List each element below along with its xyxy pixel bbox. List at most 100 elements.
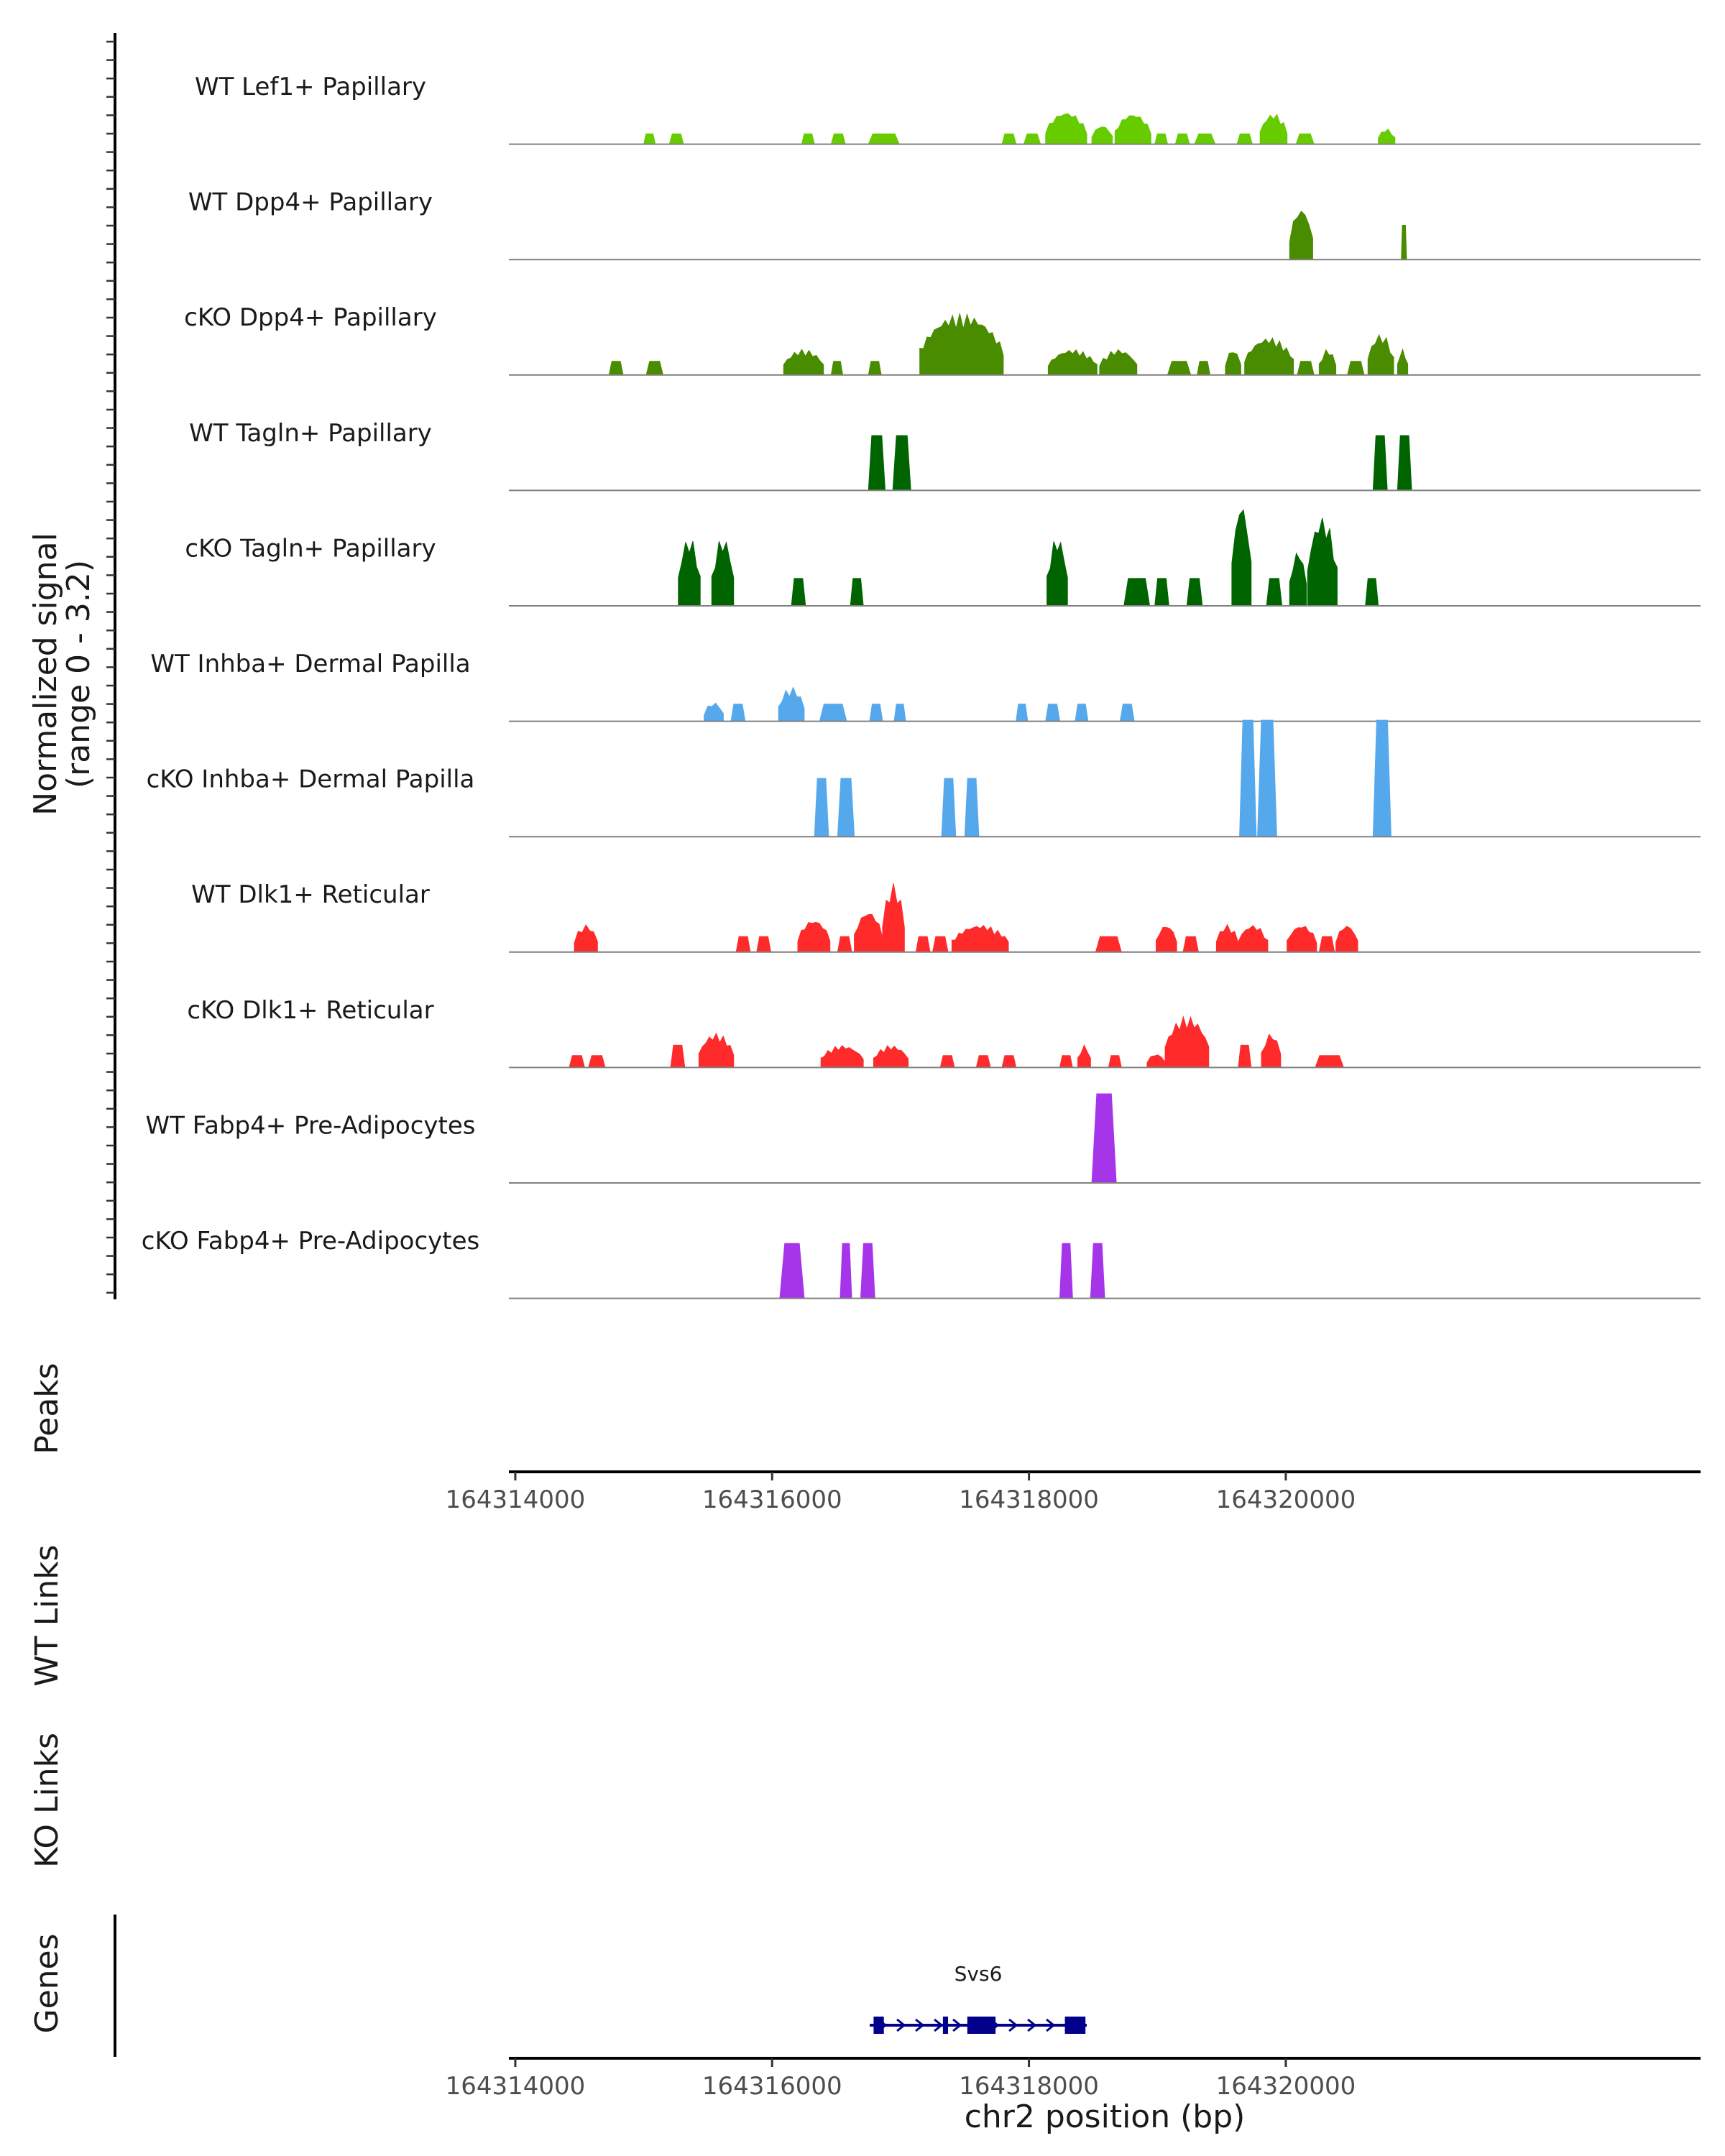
coverage-peak	[840, 1243, 852, 1299]
gene-exon	[942, 2017, 949, 2034]
coverage-peak	[1077, 1044, 1091, 1068]
coverage-peak	[868, 435, 886, 491]
coverage-peak	[1257, 719, 1277, 837]
coverage-peak	[1046, 541, 1068, 607]
coverage-peak	[932, 936, 949, 953]
track-label: WT Dlk1+ Reticular	[191, 880, 430, 909]
peaks-panel-label: Peaks	[29, 1363, 65, 1454]
strand-arrow	[896, 2018, 906, 2032]
x-axis-title: chr2 position (bp)	[965, 2099, 1246, 2135]
coverage-peak	[1119, 704, 1135, 722]
coverage-peak	[1154, 133, 1169, 145]
coverage-peak	[1225, 352, 1241, 376]
coverage-peak	[1372, 435, 1388, 491]
y-axis	[106, 33, 116, 1299]
coverage-peak	[1091, 126, 1113, 145]
coverage-peak	[643, 133, 656, 145]
track-label: WT Lef1+ Papillary	[195, 73, 426, 101]
coverage-peak	[1090, 1243, 1105, 1299]
coverage-peak	[574, 923, 598, 953]
coverage-peak	[1091, 1093, 1117, 1184]
coverage-peak	[1095, 936, 1122, 953]
coverage-peak	[814, 778, 829, 837]
coverage-peak	[850, 578, 864, 607]
y-axis-range: (range 0 - 3.2)	[60, 560, 97, 788]
coverage-peak	[569, 1055, 586, 1068]
coverage-peak	[1315, 1055, 1345, 1068]
coverage-peak	[1297, 361, 1315, 376]
strand-arrow	[915, 2018, 925, 2032]
coverage-peak	[588, 1055, 606, 1068]
track-5: cKO Tagln+ Papillary	[185, 509, 1701, 607]
track-label: cKO Dpp4+ Papillary	[184, 303, 437, 332]
coverage-peak	[1123, 578, 1151, 607]
x-axis-genes-ticks: 164314000 164316000 164318000 164320000	[446, 2058, 1356, 2101]
track-8: WT Dlk1+ Reticular	[191, 880, 1701, 953]
coverage-peak	[1231, 509, 1252, 607]
coverage-peak	[698, 1032, 735, 1068]
coverage-peak	[1099, 349, 1138, 376]
coverage-peak	[873, 1045, 909, 1068]
coverage-peak	[1146, 1054, 1166, 1068]
coverage-peak	[778, 686, 805, 722]
x-axis-peaks-ticks: 164314000 164316000 164318000 164320000	[446, 1472, 1356, 1514]
coverage-peak	[868, 361, 882, 376]
track-label: cKO Dlk1+ Reticular	[187, 996, 433, 1025]
x-tick-label: 164320000	[1216, 1485, 1356, 1514]
track-label: WT Inhba+ Dermal Papilla	[150, 650, 470, 678]
coverage-peak	[893, 704, 906, 722]
track-3: cKO Dpp4+ Papillary	[184, 303, 1701, 376]
coverage-peak	[1401, 225, 1407, 260]
coverage-peak	[1156, 926, 1177, 953]
coverage-peak	[1045, 113, 1087, 145]
coverage-peak	[668, 133, 684, 145]
x-tick-label: 164314000	[446, 1485, 586, 1514]
coverage-peak	[1001, 133, 1017, 145]
track-label: WT Tagln+ Papillary	[189, 419, 432, 448]
coverage-peak	[1047, 349, 1098, 376]
coverage-peak	[730, 704, 746, 722]
coverage-peak	[783, 349, 824, 376]
coverage-peak	[797, 921, 831, 953]
coverage-peak	[645, 361, 664, 376]
x-axis-genes: 164314000 164316000 164318000 164320000	[446, 2057, 1701, 2101]
coverage-peak	[941, 778, 957, 837]
gene-track: Svs6	[870, 1962, 1087, 2034]
coverage-peak	[1238, 925, 1269, 953]
coverage-peak	[1182, 936, 1200, 953]
coverage-peak	[1059, 1243, 1073, 1299]
coverage-peak	[868, 133, 900, 145]
coverage-peak	[869, 704, 883, 722]
wt-links-panel-label: WT Links	[29, 1544, 65, 1686]
coverage-peak	[735, 936, 751, 953]
coverage-peak	[1295, 133, 1315, 145]
coverage-peak	[1075, 704, 1089, 722]
x-tick-label: 164316000	[702, 1485, 842, 1514]
coverage-peak	[756, 936, 772, 953]
track-7: cKO Inhba+ Dermal Papilla	[147, 719, 1701, 838]
x-tick-label: 164316000	[702, 2072, 842, 2101]
coverage-peak	[951, 925, 1009, 953]
coverage-peak	[1372, 719, 1392, 837]
x-tick-label: 164318000	[959, 1485, 1099, 1514]
coverage-peak	[819, 704, 847, 722]
coverage-peak	[791, 578, 806, 607]
coverage-peak	[1001, 1055, 1017, 1068]
coverage-peak	[892, 435, 911, 491]
coverage-peak	[1194, 133, 1216, 145]
strand-arrow	[1008, 2018, 1018, 2032]
x-tick-label: 164314000	[446, 2072, 586, 2101]
coverage-peak	[1397, 348, 1409, 376]
x-axis-peaks: 164314000 164316000 164318000 164320000	[446, 1470, 1701, 1514]
track-10: WT Fabp4+ Pre-Adipocytes	[146, 1093, 1701, 1184]
track-4: WT Tagln+ Papillary	[189, 419, 1701, 492]
x-tick-label: 164318000	[959, 2072, 1099, 2101]
track-2: WT Dpp4+ Papillary	[188, 188, 1701, 261]
coverage-peak	[1167, 361, 1192, 376]
coverage-peak	[1367, 333, 1394, 376]
coverage-peak	[1114, 115, 1151, 145]
coverage-peak	[1287, 926, 1317, 953]
coverage-peak	[670, 1044, 686, 1068]
track-11: cKO Fabp4+ Pre-Adipocytes	[142, 1227, 1701, 1299]
